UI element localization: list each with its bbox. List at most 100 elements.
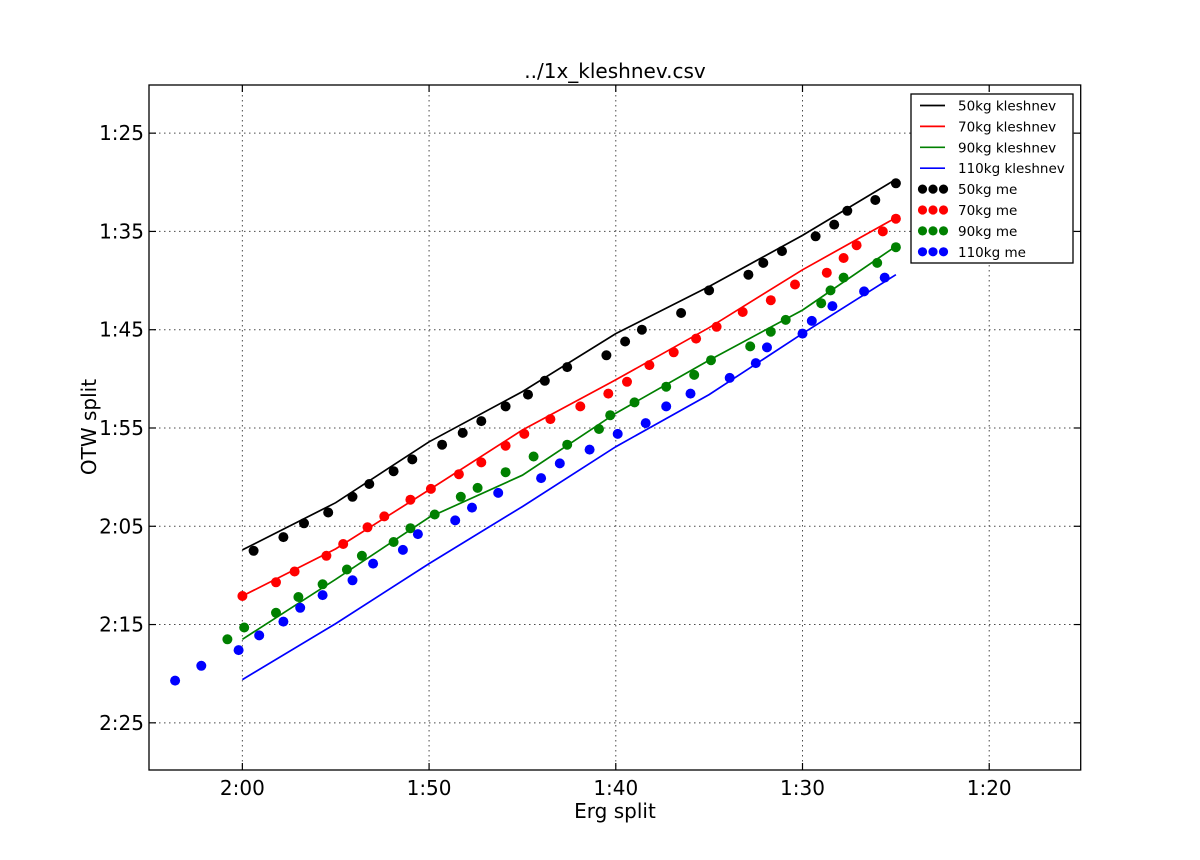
scatter-point <box>450 515 461 526</box>
scatter-point <box>737 307 748 317</box>
legend-label: 70kg me <box>958 203 1017 219</box>
scatter-point <box>493 487 504 498</box>
scatter-point <box>780 314 791 325</box>
scatter-point <box>594 424 604 434</box>
scatter-point <box>821 267 832 278</box>
scatter-point <box>397 544 408 555</box>
scatter-point <box>806 315 817 326</box>
scatter-point <box>879 272 890 283</box>
legend-entry: 50kg kleshnev <box>920 99 1056 115</box>
scatter-point <box>476 416 487 427</box>
x-axis-label: Erg split <box>574 799 656 823</box>
legend-marker-dot <box>928 184 938 194</box>
axes-spines <box>148 84 1082 771</box>
scatter-point <box>388 537 399 547</box>
legend-marker-dot <box>917 184 928 194</box>
scatter-point <box>317 590 328 601</box>
x-tick-label: 1:30 <box>780 776 825 800</box>
scatter-point <box>233 645 244 656</box>
y-tick-label: 1:35 <box>99 219 144 243</box>
legend-label: 90kg kleshnev <box>958 140 1056 156</box>
scatter-point <box>405 494 416 505</box>
scatter-point <box>689 369 700 380</box>
x-tick-label: 1:40 <box>593 776 638 800</box>
scatter-point <box>500 440 511 451</box>
legend-label: 110kg me <box>958 245 1026 261</box>
scatter-point <box>545 414 556 425</box>
scatter-point <box>644 360 655 371</box>
scatter-point <box>762 342 772 353</box>
scatter-point <box>838 253 849 263</box>
y-tick-label: 1:45 <box>99 318 144 342</box>
data-series <box>170 178 901 686</box>
series-line-110kg-kleshnev <box>241 273 897 681</box>
scatter-point <box>838 272 849 283</box>
legend-entry: 110kg me <box>917 245 1026 261</box>
y-tick-label: 2:05 <box>99 514 144 538</box>
series-line-70kg-kleshnev <box>242 216 897 597</box>
legend-label: 50kg kleshnev <box>958 99 1056 115</box>
scatter-point <box>890 178 901 189</box>
legend-label: 110kg kleshnev <box>958 161 1065 177</box>
scatter-point <box>842 205 853 216</box>
legend-marker-dot <box>928 247 938 257</box>
scatter-point <box>870 195 881 205</box>
y-axis-label: OTW split <box>77 379 101 475</box>
scatter-point <box>536 473 547 484</box>
legend-entry: 50kg me <box>917 182 1017 198</box>
scatter-point <box>237 591 248 601</box>
scatter-point <box>816 298 827 309</box>
scatter-point <box>765 326 776 337</box>
scatter-point <box>605 410 616 421</box>
series-scatter-90kg-me <box>222 242 901 645</box>
scatter-point <box>437 439 448 450</box>
scatter-point <box>341 564 352 575</box>
legend-entry: 70kg kleshnev <box>920 119 1056 135</box>
scatter-point <box>356 550 367 561</box>
scatter-point <box>500 401 511 412</box>
scatter-point <box>601 350 612 361</box>
scatter-point <box>877 226 888 237</box>
legend-marker-dot <box>938 226 949 236</box>
scatter-point <box>321 550 332 561</box>
scatter-point <box>323 507 334 518</box>
legend-label: 70kg kleshnev <box>958 119 1056 135</box>
y-tick-label: 2:25 <box>99 711 144 735</box>
y-tick-label: 1:25 <box>99 121 144 145</box>
scatter-point <box>584 444 595 455</box>
scatter-point <box>293 592 304 602</box>
scatter-point <box>668 347 679 358</box>
scatter-point <box>362 522 373 533</box>
scatter-point <box>289 566 300 577</box>
legend: 50kg kleshnev 70kg kleshnev 90kg kleshnev 1… <box>910 93 1074 264</box>
chart-title: ../1x_kleshnev.csv <box>524 59 706 83</box>
scatter-point <box>254 630 265 641</box>
scatter-point <box>575 401 586 412</box>
scatter-point <box>278 532 289 543</box>
legend-marker-dot <box>938 205 949 215</box>
y-tick-label: 2:15 <box>99 613 144 637</box>
scatter-point <box>872 257 883 268</box>
scatter-point <box>453 469 464 480</box>
legend-marker-dot <box>928 205 938 215</box>
scatter-point <box>629 397 640 408</box>
scatter-point <box>317 579 328 590</box>
scatter-point <box>790 279 800 290</box>
scatter-point <box>750 358 761 369</box>
scatter-point <box>777 246 787 257</box>
scatter-point <box>890 213 901 224</box>
scatter-point <box>661 401 672 412</box>
scatter-point <box>711 321 722 332</box>
scatter-point <box>685 388 696 399</box>
scatter-point <box>278 616 289 627</box>
scatter-point <box>554 458 565 469</box>
scatter-point <box>797 328 808 339</box>
scatter-point <box>859 286 870 297</box>
gridlines <box>149 85 1081 770</box>
series-scatter-110kg-me <box>170 272 890 686</box>
scatter-point <box>299 518 309 529</box>
scatter-point <box>271 577 281 588</box>
scatter-point <box>622 376 632 387</box>
